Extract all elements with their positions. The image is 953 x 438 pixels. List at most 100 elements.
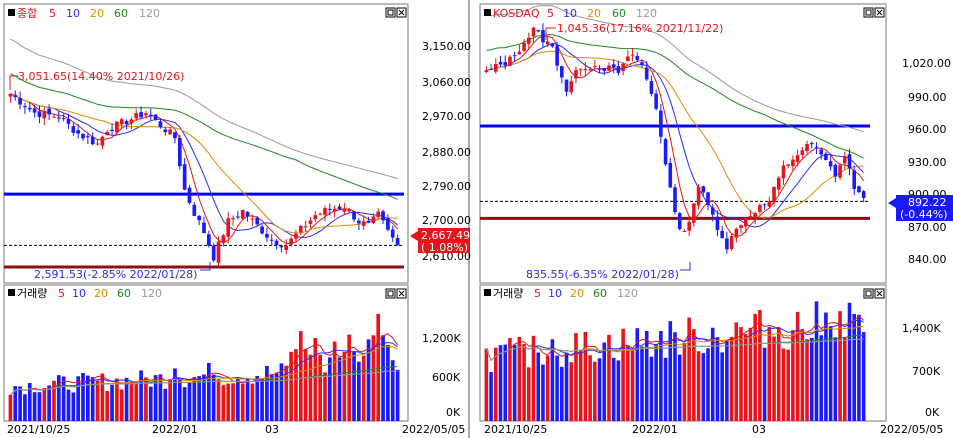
svg-text:10: 10: [72, 287, 86, 300]
kosdaq-candle-body: [503, 62, 508, 66]
kospi-candle: [221, 233, 226, 247]
kosdaq-volume-bar: [574, 333, 578, 421]
kospi-candle: [81, 133, 85, 141]
kospi-candle-body: [236, 216, 240, 218]
kosdaq-volume-bar: [611, 357, 616, 421]
kospi-candle-body: [231, 218, 235, 220]
kospi-candle-body: [8, 93, 13, 97]
kosdaq-candle-body: [541, 29, 545, 43]
kosdaq-candle: [659, 103, 663, 144]
kosdaq-volume-bar: [597, 358, 602, 421]
kospi-candle: [139, 106, 143, 119]
kospi-candle: [274, 238, 279, 250]
kospi-maximize-button[interactable]: [385, 7, 396, 18]
kospi-candle-body: [153, 114, 158, 120]
kosdaq-candle-body: [687, 221, 691, 231]
kospi-candle-body: [32, 108, 37, 113]
kospi-candle-body: [177, 137, 182, 167]
kosdaq-volume-bar: [809, 337, 814, 421]
kosdaq-candle-body: [857, 186, 861, 193]
kosdaq-volume-bar: [795, 311, 800, 421]
kosdaq-candle-body: [786, 164, 790, 166]
kosdaq-volume-bar: [527, 367, 531, 421]
kospi-candle: [386, 214, 390, 232]
kosdaq-candle-body: [701, 186, 706, 193]
kospi-candle-body: [361, 221, 366, 226]
kospi-candle: [231, 215, 235, 226]
kospi-volume-bar: [289, 351, 293, 421]
kosdaq-candle: [593, 60, 597, 70]
kospi-close-button[interactable]: [396, 7, 407, 18]
kospi-candle-body: [18, 97, 22, 105]
kosdaq-candle: [715, 210, 720, 237]
kospi-candle-body: [226, 218, 231, 237]
kospi-high-annotation: 3,051.65(14.40% 2021/10/26): [9, 70, 184, 90]
kospi-candle-body: [81, 133, 85, 139]
kospi-candle-body: [66, 118, 71, 124]
kospi-candle: [32, 104, 37, 118]
kospi-candle-body: [376, 211, 381, 218]
kosdaq-volume-bar: [560, 366, 564, 421]
kospi-volume-maximize-button[interactable]: [385, 288, 396, 299]
kosdaq-candle: [550, 43, 555, 48]
kospi-volume-bar: [216, 379, 221, 421]
kosdaq-high-annotation: 1,045.36(17.16% 2021/11/22): [545, 22, 723, 40]
kospi-candle-body: [395, 237, 400, 246]
kospi-candle: [18, 91, 22, 110]
kosdaq-candle-body: [654, 93, 658, 109]
kosdaq-volume-close-button[interactable]: [874, 288, 885, 299]
kospi-volume-bar: [71, 392, 76, 421]
kospi-candle: [376, 208, 381, 220]
kospi-candle-body: [163, 129, 168, 133]
kospi-candle: [8, 93, 13, 103]
kospi-volume-bar: [332, 341, 337, 421]
kospi-volume-bar: [260, 378, 264, 421]
kosdaq-candle: [560, 65, 564, 84]
kosdaq-candle-body: [692, 203, 696, 223]
kospi-candle: [207, 230, 211, 248]
kosdaq-candle: [630, 47, 635, 62]
kosdaq-close-button[interactable]: [874, 7, 885, 18]
kospi-volume-bar: [153, 375, 158, 421]
kospi-volume-bar: [381, 335, 385, 421]
kospi-volume-bar: [158, 374, 163, 421]
kosdaq-candle-body: [602, 68, 607, 71]
kospi-candle-body: [240, 210, 245, 219]
kosdaq-volume-bar: [842, 337, 847, 421]
kosdaq-candle-body: [564, 79, 569, 92]
kospi-candle-body: [327, 208, 332, 210]
kospi-candle: [250, 214, 255, 227]
kosdaq-volume-bar: [588, 355, 592, 421]
kospi-volume-bar: [376, 313, 381, 421]
kosdaq-candle-body: [809, 142, 814, 145]
kosdaq-candle: [644, 61, 649, 81]
kosdaq-volume-bar: [847, 302, 852, 421]
kosdaq-candle-body: [743, 217, 748, 227]
kosdaq-candle: [819, 147, 823, 160]
kospi-candle: [61, 113, 66, 122]
kosdaq-volume-bar: [819, 335, 823, 421]
kospi-candle: [342, 202, 347, 215]
kosdaq-candle: [696, 184, 701, 210]
kosdaq-volume-tick: 0K: [925, 406, 940, 419]
kospi-candle: [390, 225, 395, 243]
kospi-volume-bar: [86, 375, 90, 421]
kospi-candle: [211, 243, 216, 262]
kospi-candle-body: [269, 239, 274, 241]
kospi-candle: [110, 123, 114, 135]
kosdaq-candle: [824, 151, 828, 161]
kosdaq-candle: [852, 165, 857, 196]
kosdaq-volume-maximize-button[interactable]: [863, 288, 874, 299]
kosdaq-maximize-button[interactable]: [863, 7, 874, 18]
kosdaq-candle: [583, 62, 588, 77]
kospi-candle-body: [119, 119, 124, 125]
kosdaq-candle-body: [847, 154, 852, 169]
kospi-candle-body: [255, 217, 260, 225]
kospi-candle-body: [37, 111, 42, 117]
kospi-date-end: 2022/05/05: [402, 423, 465, 436]
kosdaq-volume-bar: [739, 327, 743, 421]
kosdaq-candle-body: [545, 41, 550, 45]
kosdaq-candle: [489, 64, 493, 70]
kospi-volume-close-button[interactable]: [396, 288, 407, 299]
kosdaq-volume-bar: [602, 342, 607, 421]
